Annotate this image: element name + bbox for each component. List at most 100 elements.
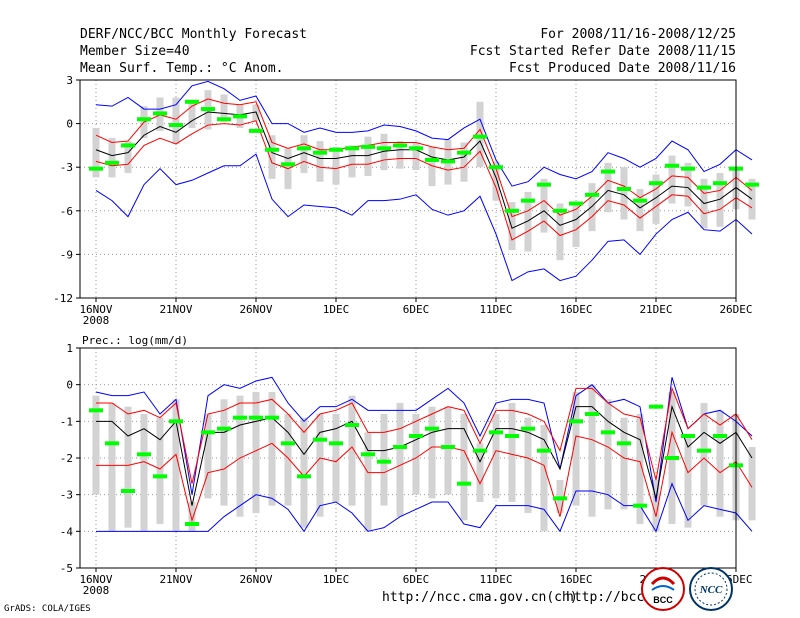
median-marker (265, 415, 279, 420)
median-marker (601, 169, 615, 174)
produced-date-text: Fcst Produced Date 2008/11/16 (509, 61, 736, 76)
median-marker (217, 426, 231, 431)
y-tick-label: 3 (66, 74, 73, 87)
ncc-logo-text: NCC (699, 584, 723, 596)
x-tick-label: 26NOV (239, 303, 272, 316)
median-marker (489, 430, 503, 435)
x-tick-label: 6DEC (403, 303, 430, 316)
ensemble-bar (636, 414, 644, 524)
median-marker (105, 441, 119, 446)
median-marker (505, 208, 519, 213)
y-tick-label: -3 (60, 161, 73, 174)
ensemble-bar (684, 436, 692, 528)
y-tick-label: 1 (66, 342, 73, 355)
median-marker (537, 448, 551, 453)
median-marker (441, 159, 455, 164)
x-tick-label: 11DEC (479, 573, 512, 586)
ensemble-bar (300, 135, 308, 174)
ensemble-bar (156, 417, 164, 524)
median-marker (617, 441, 631, 446)
ensemble-bar (684, 162, 692, 207)
x-tick-label: 16DEC (559, 303, 592, 316)
median-marker (473, 134, 487, 139)
ensemble-bar (236, 395, 244, 517)
median-marker (585, 192, 599, 197)
median-marker (649, 404, 663, 409)
x-tick-label: 6DEC (403, 573, 430, 586)
median-marker (121, 143, 135, 148)
ensemble-bar (572, 392, 580, 506)
grads-credit: GrADS: COLA/IGES (4, 604, 91, 614)
x-tick-label: 16NOV (79, 303, 112, 316)
ensemble-mean-line (95, 111, 753, 229)
bcc-logo-text: BCC (653, 595, 673, 605)
ensemble-bar (332, 414, 340, 502)
median-marker (441, 445, 455, 449)
ensemble-bar (444, 406, 452, 495)
ensemble-bar (636, 189, 644, 232)
ensemble-bar (604, 162, 612, 213)
median-marker (409, 434, 423, 438)
ensemble-bar (428, 146, 436, 187)
outer-lower-line (95, 153, 753, 282)
ensemble-bar (652, 174, 660, 224)
y-tick-label: 0 (66, 379, 73, 392)
median-marker (697, 448, 711, 453)
ensemble-bar (188, 101, 196, 128)
ensemble-bar (252, 392, 260, 513)
ncc-url-link[interactable]: http://ncc.cma.gov.cn(ch) (382, 590, 578, 605)
ensemble-bar (508, 202, 516, 251)
ensemble-bar (652, 480, 660, 532)
x-tick-label: 16DEC (559, 573, 592, 586)
median-marker (361, 452, 375, 457)
plot-frame (79, 79, 737, 299)
ensemble-bar (140, 414, 148, 532)
median-marker (105, 160, 119, 165)
ensemble-bar (588, 384, 596, 517)
median-marker (313, 437, 327, 442)
ensemble-bar (364, 136, 372, 176)
median-marker (313, 150, 327, 155)
header-left: DERF/NCC/BCC Monthly Forecast Member Siz… (80, 26, 307, 77)
median-marker (345, 423, 359, 427)
median-marker (457, 150, 471, 155)
median-marker (361, 144, 375, 149)
ensemble-bar (204, 414, 212, 499)
median-marker (169, 123, 183, 128)
ensemble-bar (700, 403, 708, 506)
x-tick-sublabel: 2008 (83, 314, 110, 327)
ensemble-bar (220, 94, 228, 123)
member-size-text: Member Size=40 (80, 44, 190, 59)
ensemble-bar (108, 138, 116, 178)
outer-upper-line (95, 80, 753, 187)
median-marker (377, 146, 391, 151)
median-marker (329, 147, 343, 152)
ncc-logo: NCC (689, 567, 733, 611)
y-tick-label: -2 (60, 452, 73, 465)
ensemble-bar (124, 141, 132, 174)
median-marker (185, 99, 199, 104)
bcc-url-link[interactable]: http://bcc. (566, 590, 653, 605)
ensemble-mean-line (96, 404, 753, 506)
ensemble-bar (348, 395, 356, 506)
ensemble-bar (396, 141, 404, 169)
panel-title: Prec.: log(mm/d) (82, 334, 188, 347)
ensemble-bar (108, 403, 116, 532)
median-marker (713, 181, 727, 186)
median-marker (249, 415, 263, 420)
median-marker (633, 198, 647, 203)
ensemble-bar (92, 395, 100, 495)
y-tick-label: -1 (60, 415, 73, 428)
ensemble-bar (572, 204, 580, 248)
period-text: For 2008/11/16-2008/12/25 (540, 27, 736, 42)
median-marker (153, 111, 167, 116)
x-tick-label: 11DEC (479, 303, 512, 316)
ensemble-bar (556, 203, 564, 261)
ensemble-bar (588, 183, 596, 232)
ensemble-bar (476, 443, 484, 502)
median-marker (153, 474, 167, 479)
median-marker (745, 182, 759, 187)
y-tick-label: -12 (53, 292, 73, 305)
